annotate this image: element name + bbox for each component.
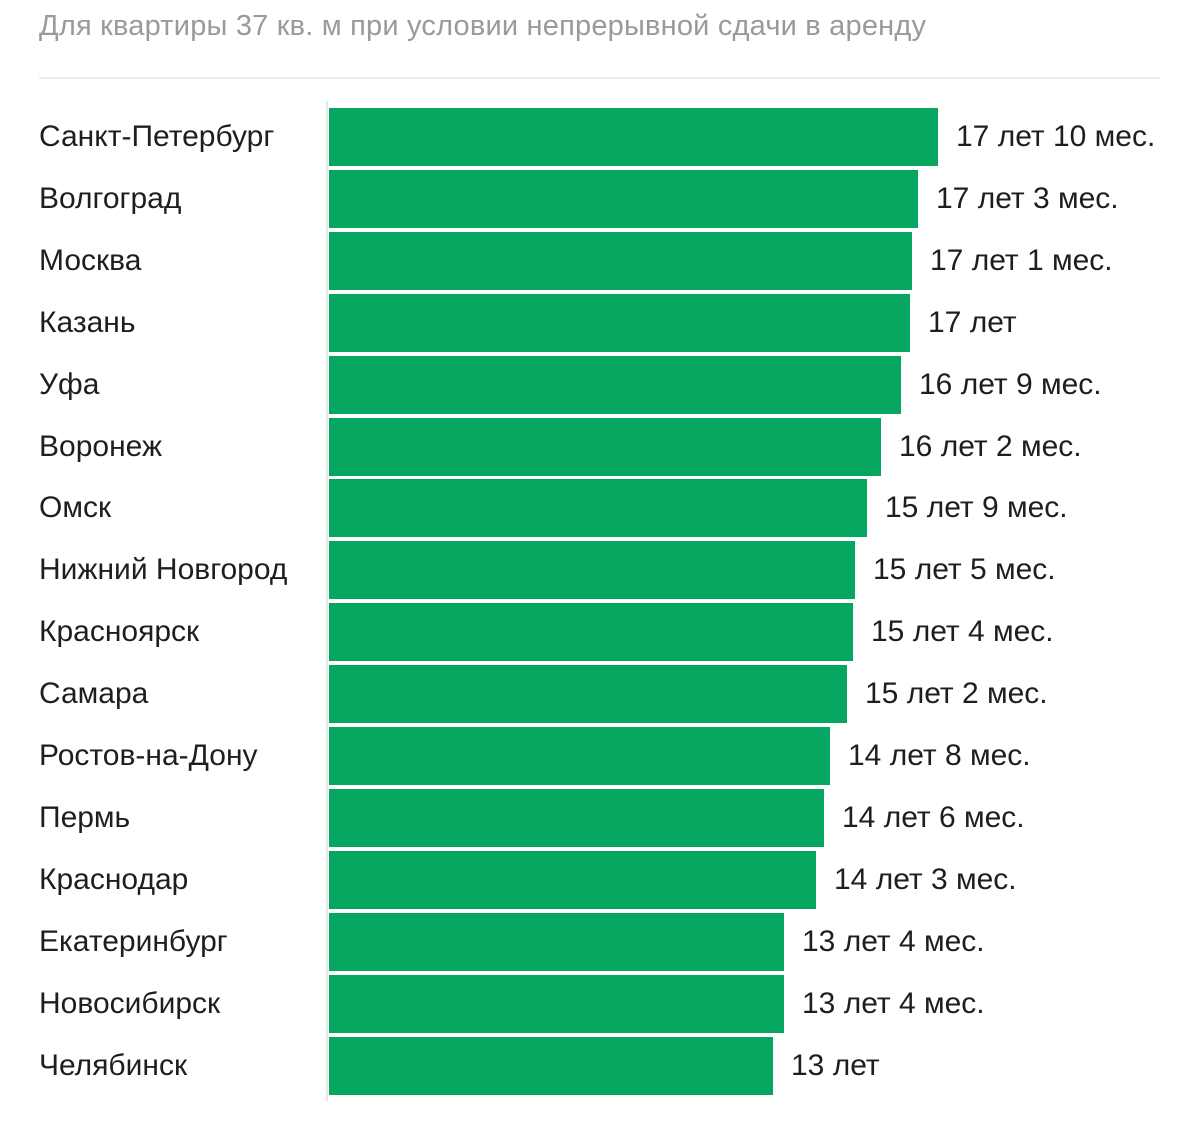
- category-label: Казань: [39, 306, 136, 339]
- bar-row: Ростов-на-Дону 14 лет 8 мес.: [0, 727, 1199, 785]
- bar: [329, 665, 847, 723]
- bar: [329, 418, 881, 476]
- category-label: Нижний Новгород: [39, 553, 288, 586]
- category-label: Омск: [39, 491, 112, 524]
- data-label: 15 лет 4 мес.: [871, 615, 1054, 648]
- data-label: 14 лет 3 мес.: [834, 863, 1017, 896]
- bar: [329, 975, 784, 1033]
- bar-row: Казань 17 лет: [0, 294, 1199, 352]
- bar: [329, 294, 910, 352]
- category-label: Москва: [39, 244, 142, 277]
- bar-row: Омск 15 лет 9 мес.: [0, 479, 1199, 537]
- data-label: 13 лет: [791, 1049, 880, 1082]
- bar-row: Краснодар 14 лет 3 мес.: [0, 851, 1199, 909]
- category-label: Воронеж: [39, 430, 163, 463]
- data-label: 17 лет 1 мес.: [930, 244, 1113, 277]
- axis-baseline: [326, 101, 328, 1101]
- category-label: Пермь: [39, 801, 131, 834]
- data-label: 14 лет 6 мес.: [842, 801, 1025, 834]
- category-label: Екатеринбург: [39, 925, 228, 958]
- bar: [329, 913, 784, 971]
- bar-row: Пермь 14 лет 6 мес.: [0, 789, 1199, 847]
- data-label: 15 лет 2 мес.: [865, 677, 1048, 710]
- bar: [329, 789, 824, 847]
- bar: [329, 541, 855, 599]
- chart-subtitle: Для квартиры 37 кв. м при условии непрер…: [39, 10, 927, 42]
- bar-row: Екатеринбург 13 лет 4 мес.: [0, 913, 1199, 971]
- bar: [329, 851, 816, 909]
- category-label: Челябинск: [39, 1049, 188, 1082]
- data-label: 17 лет 3 мес.: [936, 182, 1119, 215]
- category-label: Ростов-на-Дону: [39, 739, 258, 772]
- bar: [329, 603, 853, 661]
- category-label: Новосибирск: [39, 987, 221, 1020]
- data-label: 15 лет 9 мес.: [885, 491, 1068, 524]
- category-label: Волгоград: [39, 182, 182, 215]
- bar: [329, 479, 867, 537]
- bar-row: Волгоград 17 лет 3 мес.: [0, 170, 1199, 228]
- bar: [329, 108, 938, 166]
- bar-row: Новосибирск 13 лет 4 мес.: [0, 975, 1199, 1033]
- bar: [329, 232, 912, 290]
- category-label: Уфа: [39, 368, 100, 401]
- bar-row: Москва 17 лет 1 мес.: [0, 232, 1199, 290]
- bar: [329, 1037, 773, 1095]
- data-label: 17 лет 10 мес.: [956, 120, 1156, 153]
- bar-row: Санкт-Петербург 17 лет 10 мес.: [0, 108, 1199, 166]
- category-label: Краснодар: [39, 863, 189, 896]
- data-label: 15 лет 5 мес.: [873, 553, 1056, 586]
- bar-row: Самара 15 лет 2 мес.: [0, 665, 1199, 723]
- data-label: 16 лет 2 мес.: [899, 430, 1082, 463]
- bar: [329, 356, 901, 414]
- category-label: Санкт-Петербург: [39, 120, 275, 153]
- data-label: 13 лет 4 мес.: [802, 925, 985, 958]
- bar: [329, 170, 918, 228]
- category-label: Красноярск: [39, 615, 200, 648]
- data-label: 16 лет 9 мес.: [919, 368, 1102, 401]
- bar-row: Воронеж 16 лет 2 мес.: [0, 418, 1199, 476]
- bar-row: Нижний Новгород 15 лет 5 мес.: [0, 541, 1199, 599]
- data-label: 17 лет: [928, 306, 1017, 339]
- bar: [329, 727, 830, 785]
- bar-row: Челябинск 13 лет: [0, 1037, 1199, 1095]
- bar-row: Красноярск 15 лет 4 мес.: [0, 603, 1199, 661]
- data-label: 14 лет 8 мес.: [848, 739, 1031, 772]
- header-divider: [39, 77, 1160, 79]
- category-label: Самара: [39, 677, 149, 710]
- bar-row: Уфа 16 лет 9 мес.: [0, 356, 1199, 414]
- data-label: 13 лет 4 мес.: [802, 987, 985, 1020]
